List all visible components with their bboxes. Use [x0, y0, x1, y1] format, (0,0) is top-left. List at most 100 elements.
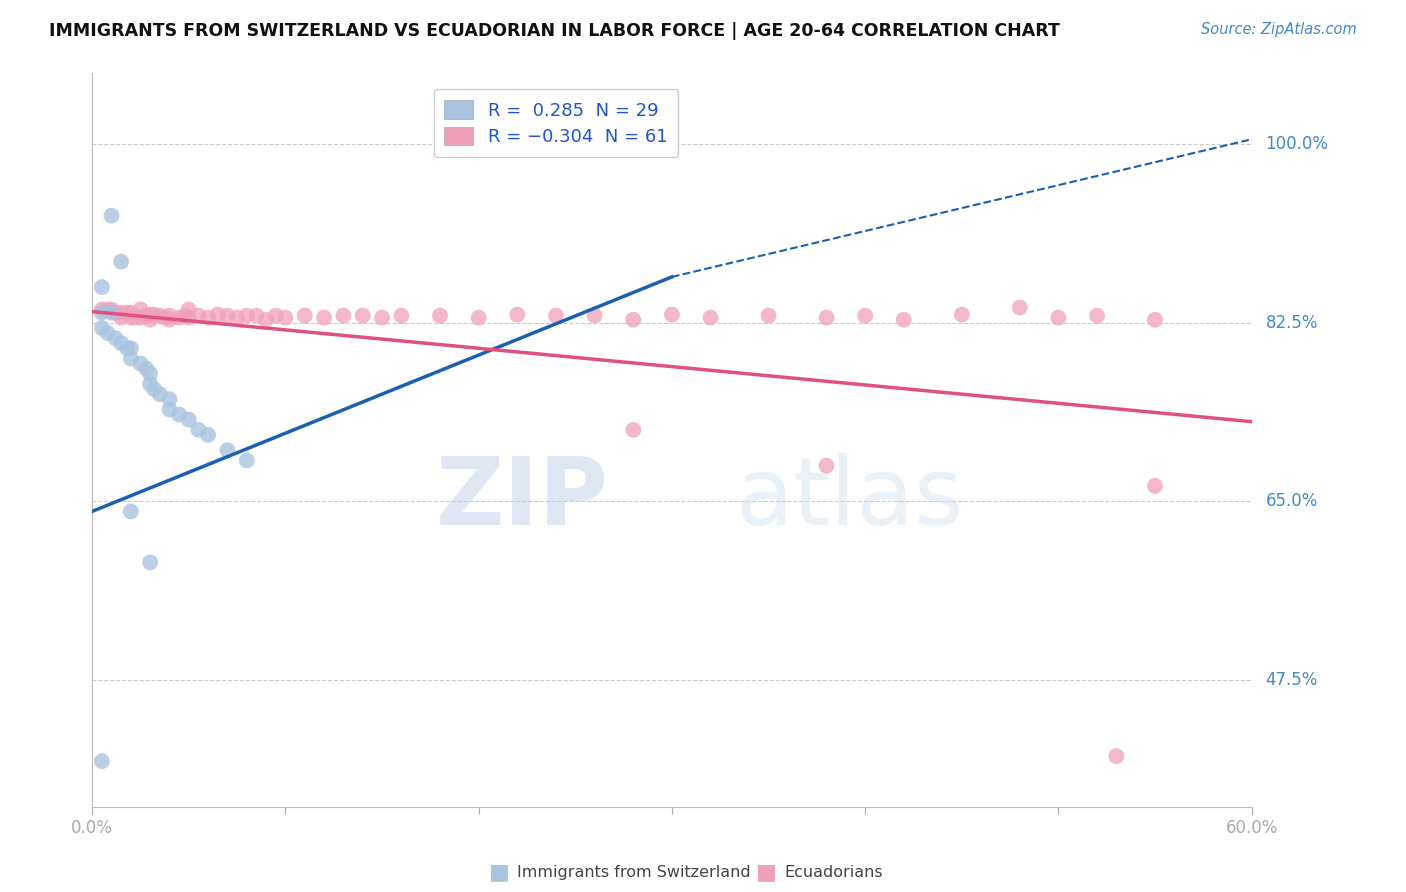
- Point: [506, 308, 529, 322]
- Point: [139, 555, 162, 569]
- Point: [104, 331, 127, 345]
- Point: [115, 305, 138, 319]
- Point: [1047, 310, 1070, 325]
- Point: [97, 302, 120, 317]
- Point: [120, 310, 142, 325]
- Point: [110, 254, 132, 268]
- Point: [217, 309, 239, 323]
- Text: ■: ■: [489, 863, 509, 882]
- Point: [352, 309, 374, 323]
- Point: [254, 312, 277, 326]
- Point: [97, 326, 120, 340]
- Point: [429, 309, 451, 323]
- Text: IMMIGRANTS FROM SWITZERLAND VS ECUADORIAN IN LABOR FORCE | AGE 20-64 CORRELATION: IMMIGRANTS FROM SWITZERLAND VS ECUADORIA…: [49, 22, 1060, 40]
- Point: [120, 341, 142, 355]
- Text: 100.0%: 100.0%: [1265, 136, 1329, 153]
- Point: [950, 308, 973, 322]
- Point: [332, 309, 354, 323]
- Point: [274, 310, 297, 325]
- Point: [90, 302, 112, 317]
- Point: [236, 453, 259, 467]
- Point: [371, 310, 394, 325]
- Point: [699, 310, 721, 325]
- Point: [245, 309, 267, 323]
- Point: [1085, 309, 1108, 323]
- Point: [159, 392, 181, 407]
- Point: [115, 341, 138, 355]
- Point: [135, 309, 157, 323]
- Point: [177, 412, 200, 426]
- Point: [139, 312, 162, 326]
- Point: [120, 305, 142, 319]
- Point: [467, 310, 489, 325]
- Text: 47.5%: 47.5%: [1265, 671, 1317, 689]
- Point: [139, 308, 162, 322]
- Point: [143, 308, 166, 322]
- Point: [758, 309, 780, 323]
- Point: [110, 336, 132, 351]
- Point: [129, 302, 152, 317]
- Point: [104, 305, 127, 319]
- Text: atlas: atlas: [735, 453, 965, 545]
- Point: [90, 321, 112, 335]
- Legend: R =  0.285  N = 29, R = −0.304  N = 61: R = 0.285 N = 29, R = −0.304 N = 61: [433, 89, 678, 157]
- Point: [155, 310, 177, 325]
- Point: [187, 309, 209, 323]
- Text: ZIP: ZIP: [436, 453, 609, 545]
- Point: [389, 309, 412, 323]
- Point: [815, 310, 838, 325]
- Point: [110, 310, 132, 325]
- Point: [90, 754, 112, 768]
- Point: [621, 423, 644, 437]
- Point: [100, 305, 122, 319]
- Text: Ecuadorians: Ecuadorians: [785, 865, 883, 880]
- Point: [177, 310, 200, 325]
- Point: [1105, 749, 1128, 764]
- Point: [226, 310, 249, 325]
- Point: [159, 402, 181, 417]
- Point: [197, 428, 219, 442]
- Point: [90, 280, 112, 294]
- Point: [197, 310, 219, 325]
- Point: [139, 367, 162, 381]
- Point: [149, 309, 172, 323]
- Point: [149, 387, 172, 401]
- Point: [159, 312, 181, 326]
- Point: [1144, 312, 1167, 326]
- Text: Source: ZipAtlas.com: Source: ZipAtlas.com: [1201, 22, 1357, 37]
- Point: [120, 351, 142, 366]
- Point: [110, 305, 132, 319]
- Point: [129, 357, 152, 371]
- Text: 82.5%: 82.5%: [1265, 314, 1317, 332]
- Point: [893, 312, 915, 326]
- Point: [167, 310, 190, 325]
- Point: [159, 309, 181, 323]
- Point: [207, 308, 229, 322]
- Point: [236, 309, 259, 323]
- Point: [815, 458, 838, 473]
- Point: [661, 308, 683, 322]
- Point: [853, 309, 876, 323]
- Point: [1008, 301, 1031, 315]
- Text: Immigrants from Switzerland: Immigrants from Switzerland: [517, 865, 751, 880]
- Point: [217, 443, 239, 458]
- Point: [100, 209, 122, 223]
- Text: 65.0%: 65.0%: [1265, 492, 1317, 510]
- Point: [167, 408, 190, 422]
- Text: ■: ■: [756, 863, 776, 882]
- Point: [120, 504, 142, 518]
- Point: [294, 309, 316, 323]
- Point: [264, 309, 287, 323]
- Point: [312, 310, 335, 325]
- Point: [621, 312, 644, 326]
- Point: [174, 309, 197, 323]
- Point: [129, 310, 152, 325]
- Point: [90, 305, 112, 319]
- Point: [143, 382, 166, 396]
- Point: [187, 423, 209, 437]
- Point: [177, 302, 200, 317]
- Point: [100, 302, 122, 317]
- Point: [139, 376, 162, 391]
- Point: [124, 310, 146, 325]
- Point: [1144, 479, 1167, 493]
